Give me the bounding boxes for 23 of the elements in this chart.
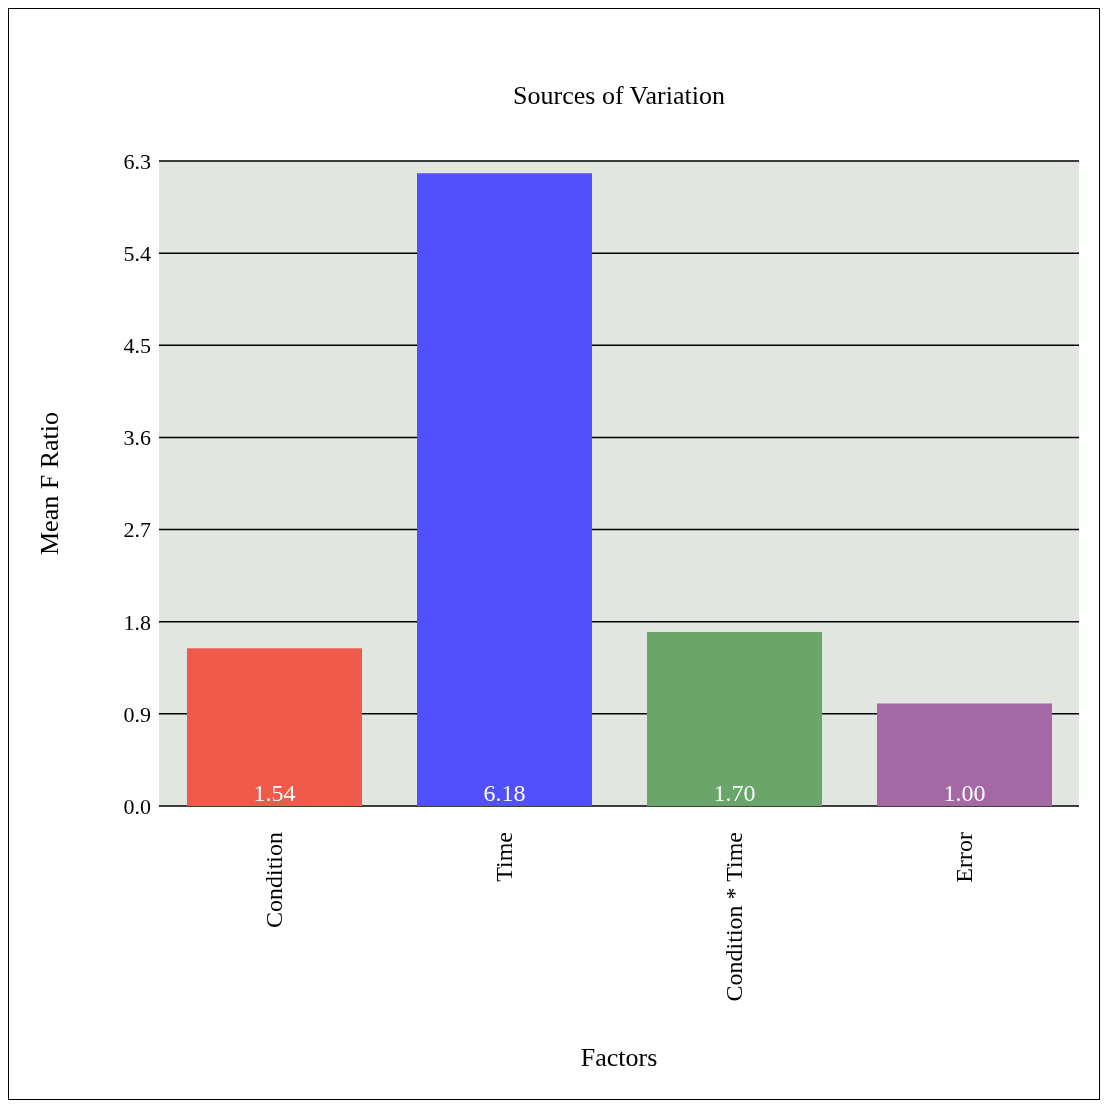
x-tick-label: Error [951, 832, 977, 883]
bar [417, 173, 592, 806]
bar [187, 648, 362, 806]
y-tick-label: 3.6 [123, 425, 151, 451]
y-tick-label: 1.8 [123, 609, 151, 635]
y-tick-label: 2.7 [123, 517, 151, 543]
y-tick-label: 6.3 [123, 148, 151, 174]
x-tick-label: Time [491, 832, 517, 882]
y-tick-label: 0.0 [123, 793, 151, 819]
x-tick-label: Condition * Time [721, 832, 747, 1002]
bar [647, 631, 822, 806]
data-label: 1.54 [253, 780, 296, 806]
data-label: 6.18 [483, 780, 526, 806]
y-tick-label: 5.4 [123, 240, 151, 266]
y-axis-title: Mean F Ratio [35, 412, 65, 555]
y-tick-label: 0.9 [123, 701, 151, 727]
bar [877, 703, 1052, 806]
x-axis-title: Factors [580, 1043, 658, 1072]
data-label: 1.00 [943, 780, 986, 806]
chart-title: Sources of Variation [512, 80, 726, 112]
y-tick-label: 4.5 [123, 333, 151, 359]
data-label: 1.70 [713, 780, 756, 806]
x-tick-label: Condition [261, 832, 287, 929]
